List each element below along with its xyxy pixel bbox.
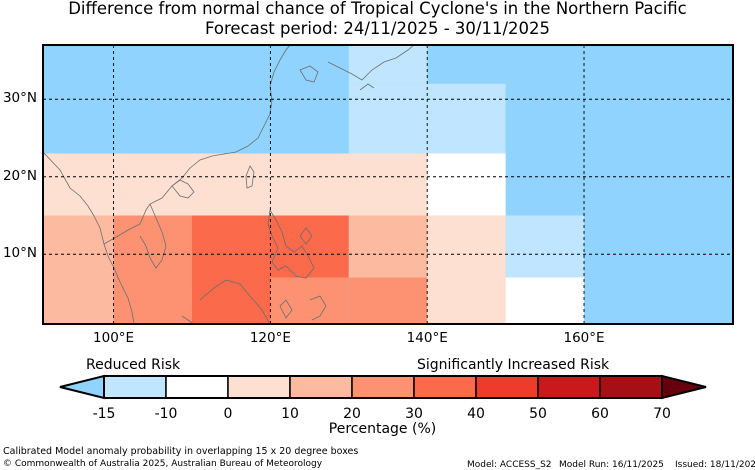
colorbar-low-extension bbox=[59, 374, 105, 400]
footer-note: Calibrated Model anomaly probability in … bbox=[3, 446, 359, 457]
colorbar-band-2 bbox=[227, 375, 291, 399]
colorbar-tick-label: 20 bbox=[343, 406, 361, 422]
colorbar-tick-label: 50 bbox=[529, 406, 547, 422]
footer-model: Model: ACCESS_S2 bbox=[467, 460, 552, 470]
colorbar-frame bbox=[103, 375, 663, 399]
forecast-period-subtitle: Forecast period: 24/11/2025 - 30/11/2025 bbox=[204, 19, 551, 38]
footer-model-run: Model Run: 16/11/2025 bbox=[559, 460, 664, 470]
coastline-sulawesi-islands bbox=[279, 295, 327, 321]
grid-cell-15 bbox=[505, 277, 585, 324]
latitude-label: 10°N bbox=[2, 245, 37, 262]
grid-cell-10 bbox=[270, 277, 349, 324]
grid-cell-11 bbox=[348, 215, 428, 278]
colorbar-band-1 bbox=[165, 375, 229, 399]
colorbar-title: Percentage (%) bbox=[328, 421, 437, 437]
grid-cell-4 bbox=[43, 153, 428, 216]
longitude-label: 160°E bbox=[563, 330, 605, 346]
grid-cell-1 bbox=[348, 83, 428, 162]
lat-lon-gridlines bbox=[43, 45, 733, 324]
coastline-japan-korea bbox=[299, 45, 415, 91]
grid-cell-5 bbox=[427, 153, 506, 216]
increased-risk-label: Significantly Increased Risk bbox=[417, 357, 610, 373]
longitude-label: 140°E bbox=[406, 330, 448, 346]
latitude-label: 20°N bbox=[2, 167, 37, 184]
colorbar-tick-label: 0 bbox=[223, 406, 233, 422]
footer-copyright: © Commonwealth of Australia 2025, Austra… bbox=[3, 459, 323, 469]
colorbar-band-8 bbox=[599, 375, 663, 399]
coastline-south-china-sea bbox=[139, 179, 195, 269]
colorbar-band-3 bbox=[289, 375, 353, 399]
colorbar-tick-label: -10 bbox=[154, 406, 178, 422]
colorbar-band-5 bbox=[413, 375, 477, 399]
coastline-outlines bbox=[43, 45, 415, 324]
map-title: Difference from normal chance of Tropica… bbox=[68, 0, 687, 18]
footer-issued: Issued: 18/11/2025 bbox=[675, 460, 755, 470]
anomaly-grid-cells bbox=[43, 45, 733, 324]
colorbar-tick-label: 40 bbox=[467, 406, 485, 422]
grid-cell-13 bbox=[427, 215, 506, 324]
coastline-taiwan bbox=[245, 165, 255, 189]
latitude-label: 30°N bbox=[2, 90, 37, 107]
grid-cell-3 bbox=[348, 45, 428, 84]
colorbar-tick-label: 60 bbox=[591, 406, 609, 422]
colorbar bbox=[59, 374, 707, 400]
grid-cell-7 bbox=[113, 215, 192, 324]
colorbar-band-0 bbox=[103, 375, 167, 399]
colorbar-tick-label: 70 bbox=[653, 406, 671, 422]
longitude-label: 120°E bbox=[249, 330, 291, 346]
colorbar-tick-label: 10 bbox=[281, 406, 299, 422]
colorbar-tick-label: 30 bbox=[405, 406, 423, 422]
map-frame bbox=[42, 44, 734, 325]
coastline-philippines bbox=[267, 208, 315, 279]
longitude-label: 100°E bbox=[93, 330, 135, 346]
colorbar-band-7 bbox=[537, 375, 601, 399]
colorbar-high-extension bbox=[661, 374, 707, 400]
colorbar-tick-label: -15 bbox=[92, 406, 116, 422]
colorbar-band-4 bbox=[351, 375, 415, 399]
coastline-borneo bbox=[181, 279, 271, 324]
grid-cell-9 bbox=[191, 277, 271, 324]
grid-cell-12 bbox=[348, 277, 428, 324]
colorbar-band-6 bbox=[475, 375, 539, 399]
reduced-risk-label: Reduced Risk bbox=[86, 357, 181, 373]
grid-cell-6 bbox=[43, 215, 114, 324]
grid-cell-14 bbox=[505, 215, 585, 278]
